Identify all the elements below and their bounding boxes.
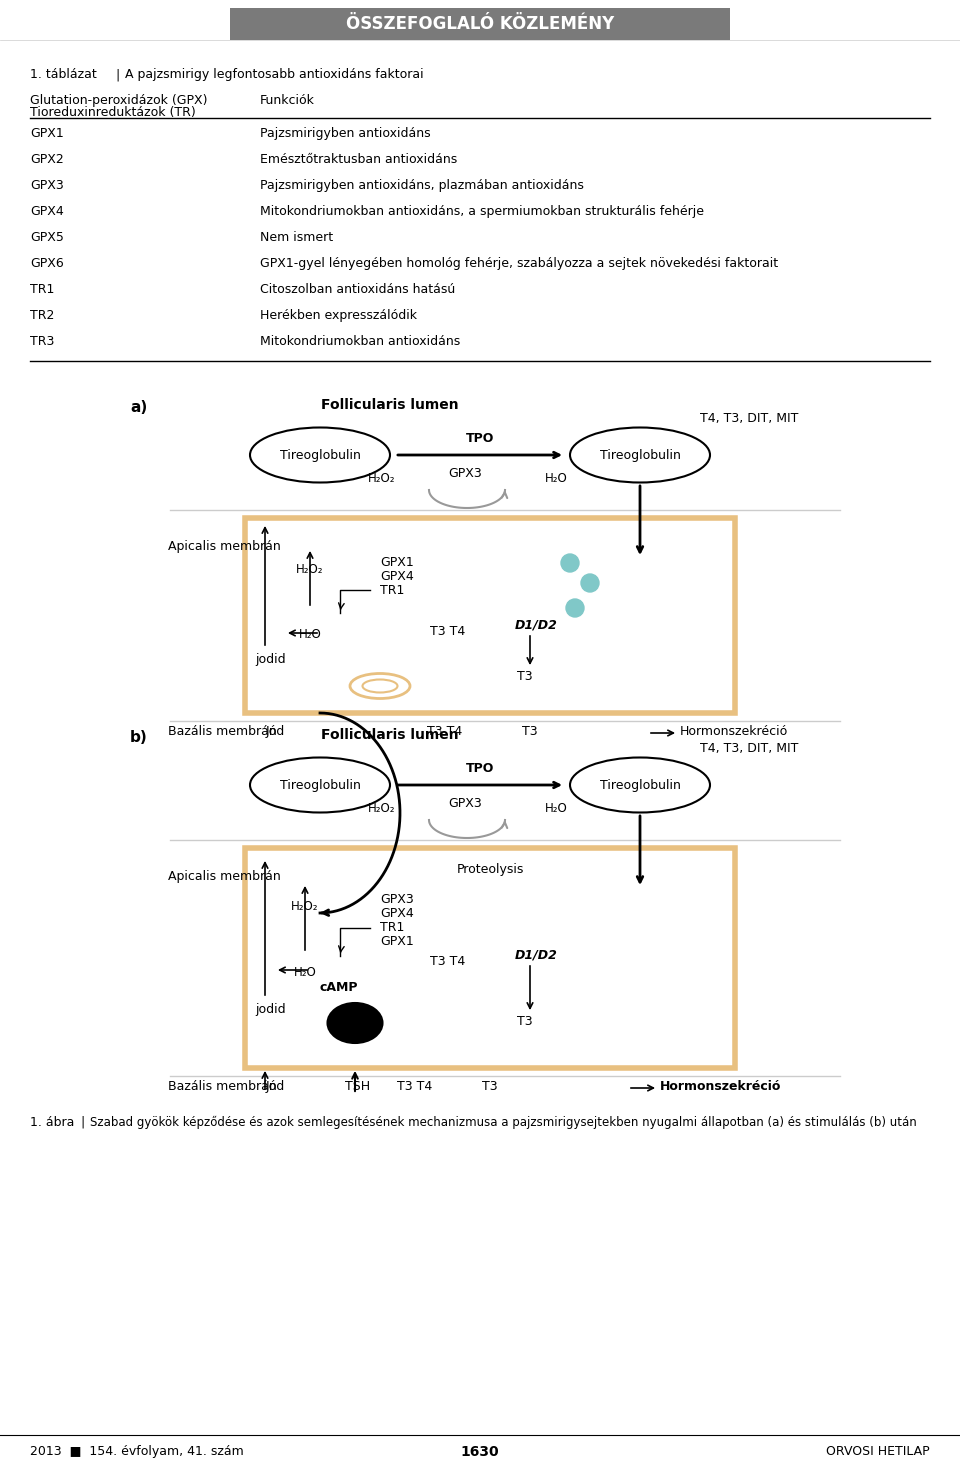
Text: Follicularis lumen: Follicularis lumen xyxy=(322,728,459,742)
Text: Tireoglobulin: Tireoglobulin xyxy=(600,779,681,791)
Circle shape xyxy=(581,573,599,592)
Text: Nem ismert: Nem ismert xyxy=(260,231,333,244)
Text: ORVOSI HETILAP: ORVOSI HETILAP xyxy=(827,1445,930,1458)
Text: TR1: TR1 xyxy=(380,922,404,933)
Text: 1. ábra: 1. ábra xyxy=(30,1116,74,1129)
Text: T3 T4: T3 T4 xyxy=(397,1080,433,1094)
Text: Mitokondriumokban antioxidáns, a spermiumokban strukturális fehérje: Mitokondriumokban antioxidáns, a spermiu… xyxy=(260,204,704,218)
Text: GPX3: GPX3 xyxy=(448,467,482,481)
Text: GPX2: GPX2 xyxy=(30,153,63,166)
Text: |: | xyxy=(115,68,119,81)
Text: H₂O: H₂O xyxy=(294,966,317,979)
Text: Tireoglobulin: Tireoglobulin xyxy=(279,448,360,462)
Text: Pajzsmirigyben antioxidáns: Pajzsmirigyben antioxidáns xyxy=(260,126,431,140)
Text: b): b) xyxy=(130,731,148,745)
Text: GPX1: GPX1 xyxy=(30,126,63,140)
Text: Tireoglobulin: Tireoglobulin xyxy=(279,779,360,791)
Text: T3: T3 xyxy=(482,1080,498,1094)
Text: T3 T4: T3 T4 xyxy=(427,725,463,738)
Text: GPX5: GPX5 xyxy=(30,231,64,244)
Text: Jód: Jód xyxy=(265,725,284,738)
Text: TSH: TSH xyxy=(346,1080,371,1094)
Text: Apicalis membrán: Apicalis membrán xyxy=(168,539,280,553)
Text: TPO: TPO xyxy=(466,761,494,775)
Text: T4, T3, DIT, MIT: T4, T3, DIT, MIT xyxy=(700,742,799,756)
Text: Mitokondriumokban antioxidáns: Mitokondriumokban antioxidáns xyxy=(260,335,460,348)
Text: GPX3: GPX3 xyxy=(448,797,482,810)
Text: Jód: Jód xyxy=(265,1080,284,1094)
Text: Glutation-peroxidázok (GPX): Glutation-peroxidázok (GPX) xyxy=(30,94,207,107)
Text: T3: T3 xyxy=(522,725,538,738)
Text: GPX4: GPX4 xyxy=(380,907,414,920)
Text: GPX3: GPX3 xyxy=(30,179,63,193)
Text: 2013  ■  154. évfolyam, 41. szám: 2013 ■ 154. évfolyam, 41. szám xyxy=(30,1445,244,1458)
Text: jodid: jodid xyxy=(255,1003,286,1016)
Text: D1/D2: D1/D2 xyxy=(515,617,558,631)
Text: Proteolysis: Proteolysis xyxy=(456,863,524,876)
Text: GPX3: GPX3 xyxy=(380,892,414,906)
Text: Tireoglobulin: Tireoglobulin xyxy=(600,448,681,462)
FancyBboxPatch shape xyxy=(230,7,730,40)
Text: Funkciók: Funkciók xyxy=(260,94,315,107)
Text: T3: T3 xyxy=(517,670,533,684)
Text: TR2: TR2 xyxy=(30,309,55,322)
Text: H₂O: H₂O xyxy=(545,803,567,814)
Text: Tioreduxinreduktázok (TR): Tioreduxinreduktázok (TR) xyxy=(30,106,196,119)
Text: H₂O: H₂O xyxy=(545,472,567,485)
Text: Follicularis lumen: Follicularis lumen xyxy=(322,398,459,412)
Circle shape xyxy=(561,554,579,572)
Text: a): a) xyxy=(130,400,147,415)
Text: Bazális membrán: Bazális membrán xyxy=(168,725,276,738)
Text: |: | xyxy=(80,1116,84,1129)
Text: Herékben expresszálódik: Herékben expresszálódik xyxy=(260,309,417,322)
Text: H₂O₂: H₂O₂ xyxy=(297,563,324,576)
Text: Pajzsmirigyben antioxidáns, plazmában antioxidáns: Pajzsmirigyben antioxidáns, plazmában an… xyxy=(260,179,584,193)
Text: ÖSSZEFOGLALÓ KÖZLEMÉNY: ÖSSZEFOGLALÓ KÖZLEMÉNY xyxy=(346,15,614,32)
Text: TR1: TR1 xyxy=(30,284,55,295)
Text: TR3: TR3 xyxy=(30,335,55,348)
Text: 1630: 1630 xyxy=(461,1445,499,1460)
Ellipse shape xyxy=(327,1003,382,1044)
Text: Hormonszekréció: Hormonszekréció xyxy=(680,725,788,738)
Text: A pajzsmirigy legfontosabb antioxidáns faktorai: A pajzsmirigy legfontosabb antioxidáns f… xyxy=(125,68,423,81)
Text: GPX1: GPX1 xyxy=(380,935,414,948)
Text: GPX6: GPX6 xyxy=(30,257,63,270)
Text: GPX4: GPX4 xyxy=(380,570,414,584)
Text: H₂O: H₂O xyxy=(299,628,322,641)
Text: GPX1: GPX1 xyxy=(380,556,414,569)
Text: 1. táblázat: 1. táblázat xyxy=(30,68,97,81)
FancyBboxPatch shape xyxy=(245,848,735,1069)
Text: T3 T4: T3 T4 xyxy=(430,956,466,969)
Text: Hormonszekréció: Hormonszekréció xyxy=(660,1080,781,1094)
Text: H₂O₂: H₂O₂ xyxy=(368,803,395,814)
Circle shape xyxy=(566,598,584,617)
Text: Emésztőtraktusban antioxidáns: Emésztőtraktusban antioxidáns xyxy=(260,153,457,166)
Text: TPO: TPO xyxy=(466,432,494,445)
Text: Apicalis membrán: Apicalis membrán xyxy=(168,870,280,883)
Text: D1/D2: D1/D2 xyxy=(515,948,558,961)
Text: Szabad gyökök képződése és azok semlegesítésének mechanizmusa a pajzsmirigysejte: Szabad gyökök képződése és azok semleges… xyxy=(90,1116,917,1129)
Text: jodid: jodid xyxy=(255,653,286,666)
Text: TR1: TR1 xyxy=(380,584,404,597)
Text: GPX4: GPX4 xyxy=(30,204,63,218)
Text: T3 T4: T3 T4 xyxy=(430,625,466,638)
Text: T4, T3, DIT, MIT: T4, T3, DIT, MIT xyxy=(700,412,799,425)
Text: Citoszolban antioxidáns hatású: Citoszolban antioxidáns hatású xyxy=(260,284,455,295)
Text: GPX1-gyel lényegében homológ fehérje, szabályozza a sejtek növekedési faktorait: GPX1-gyel lényegében homológ fehérje, sz… xyxy=(260,257,779,270)
FancyBboxPatch shape xyxy=(245,517,735,713)
Text: Bazális membrán: Bazális membrán xyxy=(168,1080,276,1094)
Text: cAMP: cAMP xyxy=(320,980,358,994)
Text: H₂O₂: H₂O₂ xyxy=(368,472,395,485)
Text: H₂O₂: H₂O₂ xyxy=(291,900,319,913)
Text: T3: T3 xyxy=(517,1014,533,1028)
